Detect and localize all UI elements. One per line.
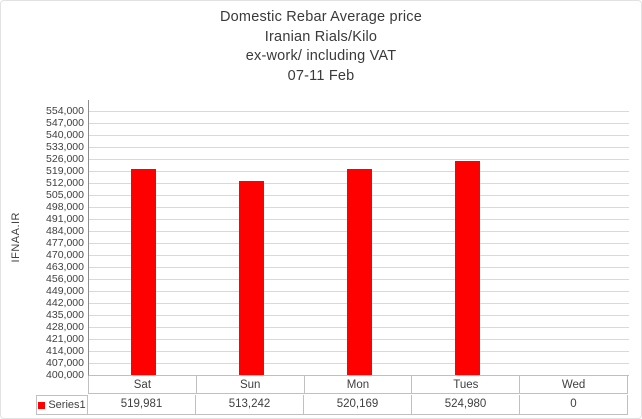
value-cell-tues: 524,980 — [412, 395, 520, 415]
plot-area — [88, 100, 629, 376]
y-tick-label: 449,000 — [46, 285, 84, 297]
y-tick-label: 470,000 — [46, 249, 84, 261]
y-tick-label: 414,000 — [46, 345, 84, 357]
series1-swatch-icon — [38, 401, 46, 409]
bar-sat[interactable] — [130, 169, 156, 375]
y-tick-label: 484,000 — [46, 225, 84, 237]
y-tick-label: 540,000 — [46, 129, 84, 141]
value-cell-sat: 519,981 — [88, 395, 196, 415]
y-tick-label: 442,000 — [46, 297, 84, 309]
y-tick-label: 400,000 — [46, 369, 84, 381]
legend-label: Series1 — [48, 399, 86, 411]
data-table-series-row: Series1 519,981 513,242 520,169 524,980 … — [36, 395, 628, 415]
y-tick-label: 491,000 — [46, 213, 84, 225]
chart-title-line-3: ex-work/ including VAT — [245, 48, 397, 64]
y-tick-label: 547,000 — [46, 117, 84, 129]
y-tick-label: 456,000 — [46, 273, 84, 285]
chart-title: Domestic Rebar Average price Iranian Ria… — [1, 8, 641, 86]
y-tick-label: 519,000 — [46, 165, 84, 177]
gridline — [89, 111, 629, 112]
y-tick-label: 505,000 — [46, 189, 84, 201]
category-cell-sat: Sat — [88, 376, 197, 394]
gridline — [89, 159, 629, 160]
chart-title-line-1: Domestic Rebar Average price — [220, 9, 422, 25]
y-tick-label: 435,000 — [46, 309, 84, 321]
y-tick-label: 477,000 — [46, 237, 84, 249]
chart-title-line-2: Iranian Rials/Kilo — [264, 28, 378, 45]
chart-title-line-4: 07-11 Feb — [287, 67, 355, 84]
bar-mon[interactable] — [346, 169, 372, 375]
value-cell-sun: 513,242 — [196, 395, 304, 415]
y-tick-label: 498,000 — [46, 201, 84, 213]
y-tick-label: 526,000 — [46, 153, 84, 165]
y-axis-tick-labels: 554,000 547,000 540,000 533,000 526,000 519,0… — [1, 100, 84, 381]
bar-sun[interactable] — [238, 180, 264, 375]
gridline — [89, 123, 629, 124]
category-cell-wed: Wed — [520, 376, 628, 394]
gridline — [89, 135, 629, 136]
y-tick-label: 463,000 — [46, 261, 84, 273]
category-cell-sun: Sun — [196, 376, 305, 394]
legend-key: Series1 — [36, 395, 88, 415]
value-cell-wed: 0 — [520, 395, 628, 415]
category-cell-mon: Mon — [304, 376, 413, 394]
category-cell-tues: Tues — [412, 376, 521, 394]
y-tick-label: 421,000 — [46, 333, 84, 345]
y-tick-label: 554,000 — [46, 105, 84, 117]
y-tick-label: 428,000 — [46, 321, 84, 333]
data-table-category-row: Sat Sun Mon Tues Wed — [88, 376, 628, 394]
value-cell-mon: 520,169 — [304, 395, 412, 415]
gridline — [89, 147, 629, 148]
bar-tues[interactable] — [454, 160, 480, 375]
y-tick-label: 407,000 — [46, 357, 84, 369]
y-tick-label: 533,000 — [46, 141, 84, 153]
y-tick-label: 512,000 — [46, 177, 84, 189]
